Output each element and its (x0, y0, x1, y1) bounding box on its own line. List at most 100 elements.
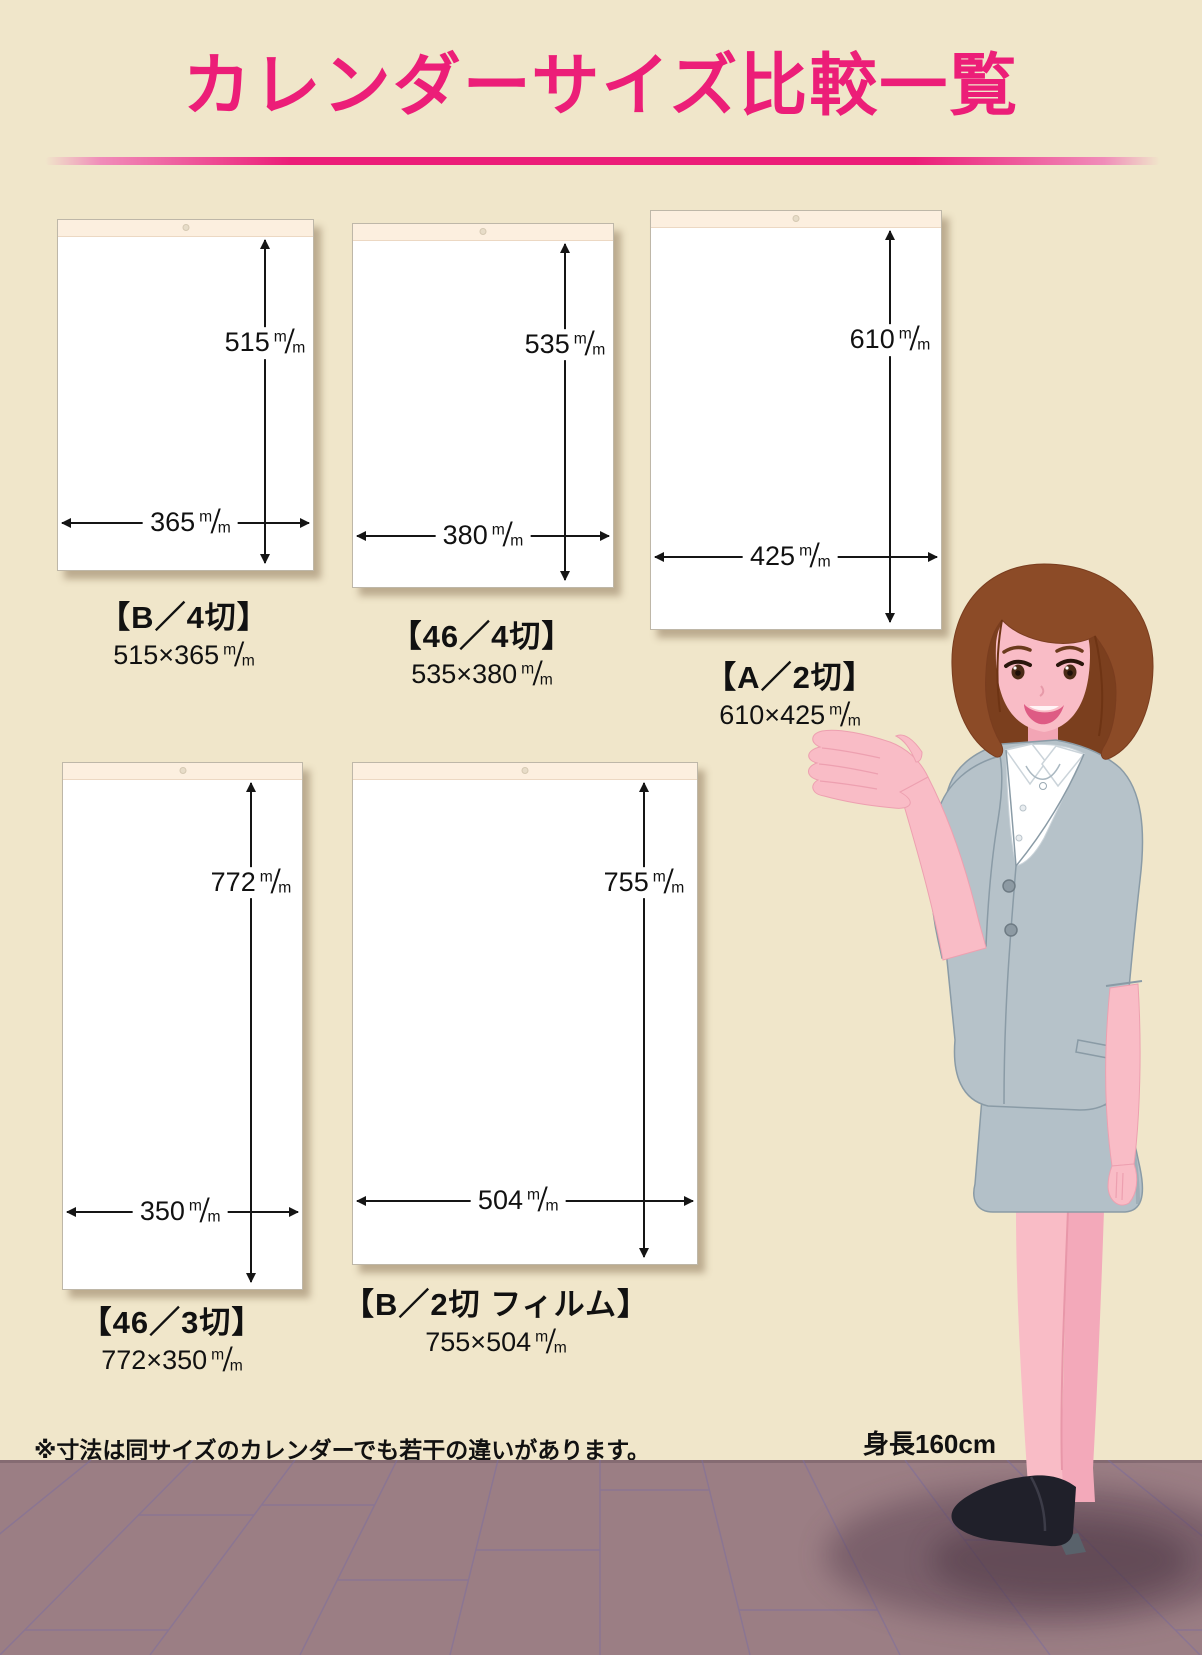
necklace (1025, 763, 1061, 780)
calendar-caption-b2-film: 【B／2切 フィルム】 755×504 m/m (343, 1279, 649, 1361)
jacket-button (1004, 923, 1018, 937)
leg-front (1016, 1210, 1068, 1486)
mm-unit: m/m (223, 636, 255, 674)
mm-unit: m/m (526, 1181, 559, 1219)
height-dimension-label: 610 m/m (842, 320, 938, 359)
calendar-caption-a2: 【A／2切】 610×425 m/m (705, 652, 875, 734)
calendar-panel-b4: 515 m/m 365 m/m (57, 219, 314, 571)
mm-unit: m/m (211, 1341, 243, 1379)
leg-back (1060, 1210, 1104, 1502)
height-arrow: 515 m/m (217, 239, 313, 564)
calendar-size: 515×365 m/m (113, 636, 255, 674)
shirt-button (1015, 834, 1023, 842)
width-arrow: 380 m/m (356, 516, 610, 554)
width-dimension-label: 380 m/m (435, 516, 531, 554)
width-arrow: 365 m/m (61, 503, 310, 541)
height-arrow: 755 m/m (596, 782, 692, 1258)
width-value: 425 (750, 541, 796, 572)
calendar-caption-46-4: 【46／4切】 535×380 m/m (390, 611, 574, 693)
height-value: 535 (524, 328, 570, 359)
hanger-hole-icon (182, 224, 189, 231)
eyelashes (1004, 658, 1084, 668)
title-divider-line (45, 157, 1160, 165)
left-forearm (899, 776, 987, 961)
width-value: 380 (442, 520, 488, 551)
eyebrows (1002, 645, 1084, 654)
width-dimension-label: 425 m/m (743, 537, 838, 575)
width-value: 350 (139, 1196, 185, 1227)
calendar-hanger-strip (58, 220, 313, 237)
office-lady-illustration (808, 563, 1154, 1555)
nose (1039, 685, 1045, 697)
calendar-panel-b2-film: 755 m/m 504 m/m (352, 762, 698, 1265)
calendar-hanger-strip (651, 211, 941, 228)
calendar-name: 【A／2切】 (705, 660, 875, 695)
hanger-hole-icon (792, 215, 800, 222)
jacket-button (1002, 879, 1016, 893)
width-arrow: 504 m/m (356, 1181, 694, 1219)
calendar-hanger-strip (353, 763, 697, 780)
calendar-panel-46-4: 535 m/m 380 m/m (352, 223, 614, 588)
height-arrow: 772 m/m (203, 782, 299, 1283)
height-arrow: 535 m/m (517, 243, 613, 581)
mm-unit: m/m (535, 1323, 567, 1361)
pump-shoe (951, 1475, 1076, 1547)
calendar-name: 【B／2切 フィルム】 (343, 1287, 649, 1322)
width-value: 365 (150, 507, 196, 538)
width-value: 504 (477, 1185, 523, 1216)
height-value: 755 (603, 866, 649, 897)
height-dimension-label: 772 m/m (203, 862, 299, 901)
calendar-size: 755×504 m/m (425, 1323, 567, 1361)
hair-front (951, 563, 1154, 760)
mm-unit: m/m (521, 655, 553, 693)
mm-unit: m/m (652, 862, 685, 901)
calendar-size: 610×425 m/m (719, 696, 861, 734)
hanger-hole-icon (479, 228, 487, 235)
calendar-name: 【46／4切】 (390, 619, 574, 654)
height-value: 515 (224, 327, 270, 358)
collar-right (1041, 745, 1086, 788)
height-value: 772 (210, 866, 256, 897)
calendar-name: 【46／3切】 (80, 1305, 264, 1340)
height-dimension-label: 755 m/m (596, 862, 692, 901)
hanger-hole-icon (521, 767, 529, 774)
mm-unit: m/m (273, 323, 306, 362)
calendar-caption-46-3: 【46／3切】 772×350 m/m (80, 1297, 264, 1379)
calendar-hanger-strip (353, 224, 613, 241)
width-dimension-label: 350 m/m (132, 1192, 228, 1230)
mm-unit: m/m (259, 862, 292, 901)
height-dimension-label: 515 m/m (217, 323, 313, 362)
model-height-label: 身長160cm (863, 1429, 996, 1459)
calendar-hanger-strip (63, 763, 302, 780)
height-dimension-label: 535 m/m (517, 324, 613, 363)
right-forearm (1105, 983, 1141, 1167)
thumb (894, 734, 923, 763)
mm-unit: m/m (799, 537, 831, 575)
teeth (1029, 706, 1059, 711)
width-arrow: 425 m/m (654, 537, 938, 575)
mm-unit: m/m (573, 324, 606, 363)
hanger-hole-icon (179, 767, 186, 774)
mm-unit: m/m (199, 503, 231, 541)
height-value: 610 (849, 324, 895, 355)
page-title: カレンダーサイズ比較一覧 (182, 48, 1020, 124)
width-dimension-label: 365 m/m (143, 503, 238, 541)
width-arrow: 350 m/m (66, 1192, 299, 1230)
mm-unit: m/m (491, 516, 524, 554)
calendar-panel-a2: 610 m/m 425 m/m (650, 210, 942, 630)
calendar-size: 772×350 m/m (101, 1341, 243, 1379)
dimension-disclaimer-note: ※寸法は同サイズのカレンダーでも若干の違いがあります。 (34, 1437, 650, 1463)
calendar-name: 【B／4切】 (99, 600, 269, 635)
mouth (1024, 704, 1064, 725)
mm-unit: m/m (829, 696, 861, 734)
calendar-caption-b4: 【B／4切】 515×365 m/m (99, 592, 269, 674)
shirt-button (1019, 804, 1027, 812)
height-arrow: 610 m/m (842, 230, 938, 623)
mm-unit: m/m (188, 1192, 221, 1230)
width-dimension-label: 504 m/m (470, 1181, 566, 1219)
mm-unit: m/m (898, 320, 931, 359)
calendar-panel-46-3: 772 m/m 350 m/m (62, 762, 303, 1290)
pendant (1039, 782, 1047, 790)
calendar-size: 535×380 m/m (411, 655, 553, 693)
